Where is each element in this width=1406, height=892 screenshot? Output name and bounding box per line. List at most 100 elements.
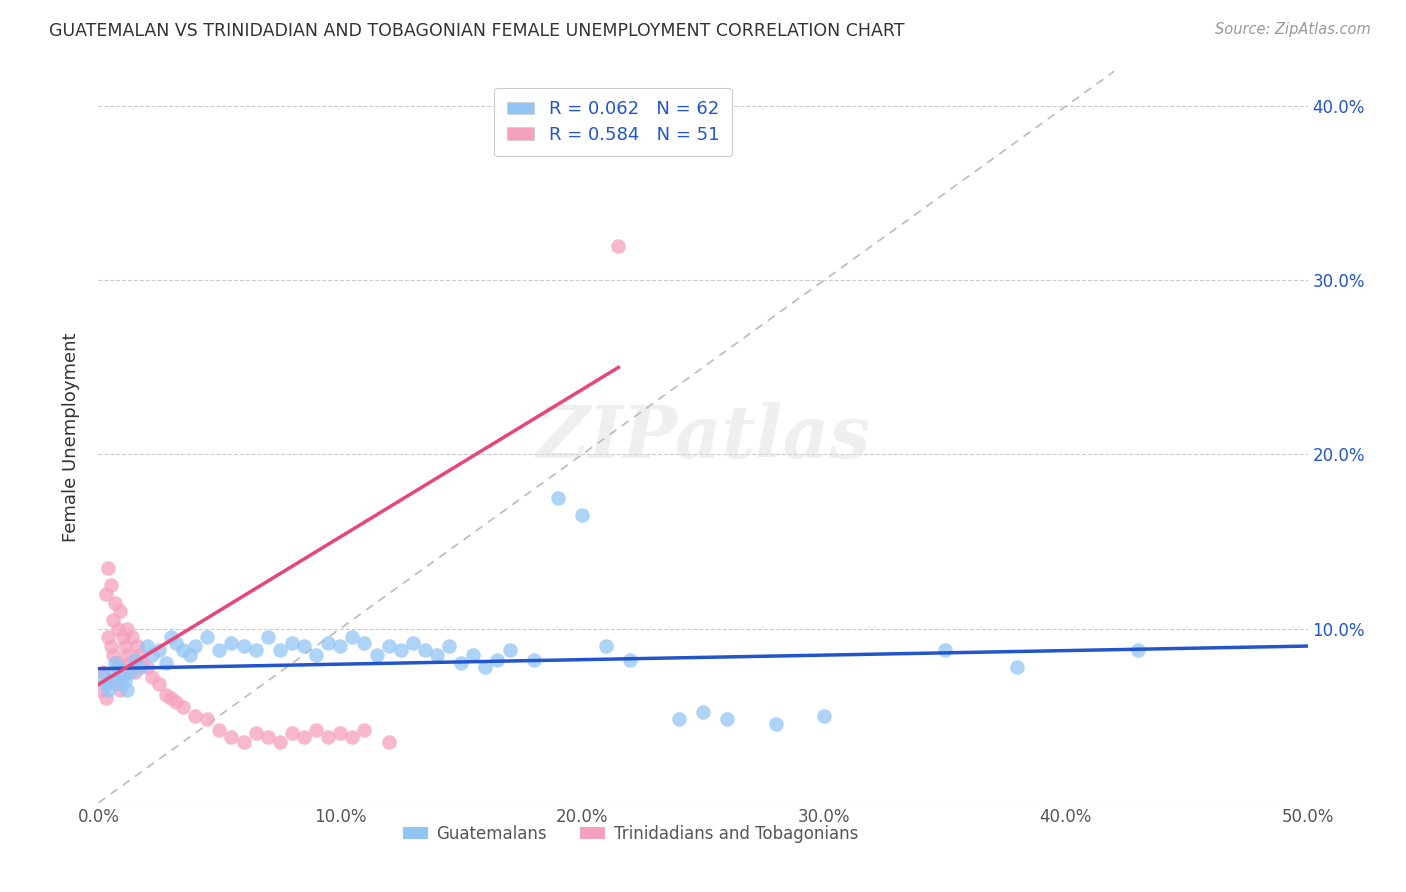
- Legend: Guatemalans, Trinidadians and Tobagonians: Guatemalans, Trinidadians and Tobagonian…: [396, 818, 865, 849]
- Point: [111, 665, 134, 680]
- Point: [269, 642, 291, 657]
- Point: [221, 635, 243, 649]
- Point: [208, 723, 231, 737]
- Point: [107, 622, 129, 636]
- Point: [269, 735, 291, 749]
- Point: [256, 631, 278, 645]
- Point: [94, 677, 117, 691]
- Point: [128, 660, 150, 674]
- Point: [305, 723, 328, 737]
- Point: [281, 635, 304, 649]
- Point: [97, 631, 120, 645]
- Point: [124, 665, 146, 680]
- Point: [121, 631, 143, 645]
- Point: [100, 639, 122, 653]
- Point: [135, 639, 157, 653]
- Point: [128, 648, 150, 662]
- Point: [101, 648, 124, 662]
- Point: [100, 578, 122, 592]
- Point: [97, 560, 120, 574]
- Point: [111, 668, 134, 682]
- Point: [155, 657, 177, 671]
- Point: [716, 712, 738, 726]
- Point: [135, 660, 157, 674]
- Text: GUATEMALAN VS TRINIDADIAN AND TOBAGONIAN FEMALE UNEMPLOYMENT CORRELATION CHART: GUATEMALAN VS TRINIDADIAN AND TOBAGONIAN…: [49, 22, 904, 40]
- Point: [172, 700, 194, 714]
- Point: [104, 657, 127, 671]
- Point: [813, 708, 835, 723]
- Point: [668, 712, 690, 726]
- Point: [107, 660, 129, 674]
- Point: [571, 508, 593, 523]
- Point: [619, 653, 641, 667]
- Point: [329, 726, 352, 740]
- Point: [450, 657, 472, 671]
- Point: [117, 682, 139, 697]
- Point: [118, 657, 141, 671]
- Point: [342, 631, 364, 645]
- Point: [90, 682, 112, 697]
- Point: [389, 642, 412, 657]
- Point: [692, 705, 714, 719]
- Point: [437, 639, 460, 653]
- Point: [118, 665, 141, 680]
- Point: [195, 712, 218, 726]
- Point: [127, 639, 149, 653]
- Point: [108, 604, 131, 618]
- Point: [463, 648, 485, 662]
- Point: [104, 673, 127, 688]
- Point: [165, 635, 187, 649]
- Point: [402, 635, 425, 649]
- Point: [281, 726, 304, 740]
- Point: [607, 238, 630, 252]
- Point: [245, 642, 267, 657]
- Point: [934, 642, 956, 657]
- Point: [165, 695, 187, 709]
- Point: [256, 730, 278, 744]
- Y-axis label: Female Unemployment: Female Unemployment: [62, 333, 80, 541]
- Point: [377, 639, 399, 653]
- Point: [131, 657, 153, 671]
- Point: [195, 631, 218, 645]
- Point: [108, 677, 131, 691]
- Point: [523, 653, 546, 667]
- Point: [141, 648, 163, 662]
- Point: [413, 642, 436, 657]
- Point: [101, 613, 124, 627]
- Point: [117, 622, 139, 636]
- Point: [232, 639, 254, 653]
- Point: [353, 635, 375, 649]
- Point: [486, 653, 509, 667]
- Point: [305, 648, 328, 662]
- Point: [104, 595, 127, 609]
- Point: [366, 648, 388, 662]
- Point: [160, 631, 183, 645]
- Point: [172, 642, 194, 657]
- Point: [1128, 642, 1150, 657]
- Point: [97, 682, 120, 697]
- Point: [342, 730, 364, 744]
- Point: [245, 726, 267, 740]
- Point: [107, 657, 129, 671]
- Point: [329, 639, 352, 653]
- Point: [232, 735, 254, 749]
- Point: [377, 735, 399, 749]
- Point: [114, 673, 136, 688]
- Point: [108, 682, 131, 697]
- Point: [765, 717, 787, 731]
- Point: [221, 730, 243, 744]
- Point: [91, 665, 114, 680]
- Point: [292, 730, 315, 744]
- Point: [292, 639, 315, 653]
- Point: [184, 708, 207, 723]
- Point: [208, 642, 231, 657]
- Point: [179, 648, 201, 662]
- Point: [160, 691, 183, 706]
- Point: [111, 631, 134, 645]
- Point: [91, 670, 114, 684]
- Point: [316, 730, 339, 744]
- Point: [155, 688, 177, 702]
- Point: [474, 660, 496, 674]
- Text: ZIPatlas: ZIPatlas: [536, 401, 870, 473]
- Point: [426, 648, 449, 662]
